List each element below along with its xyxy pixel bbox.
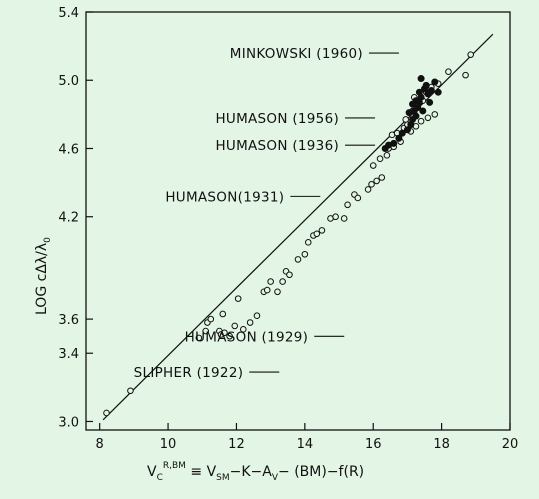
open-data-point: [226, 332, 233, 340]
filled-data-point: [390, 139, 398, 147]
open-data-point: [344, 201, 351, 209]
open-data-point: [378, 174, 386, 181]
axis-ticks-layer: 8 10 12 14 16 18 20 3.0 3.4 3.6 4.2 4.6 5.0 5.4: [58, 6, 518, 452]
annotation-label: HUMASON(1931): [165, 189, 284, 205]
open-data-point: [294, 256, 302, 263]
y-tick-label: 5.0: [58, 74, 79, 89]
open-data-point: [231, 322, 239, 330]
filled-data-point: [403, 126, 411, 134]
open-data-point: [467, 51, 474, 58]
open-data-point: [340, 215, 348, 222]
filled-data-point: [409, 100, 417, 108]
data-points-layer: [103, 51, 474, 417]
open-data-point: [221, 329, 228, 337]
plot-border: [85, 11, 511, 431]
open-data-point: [234, 295, 242, 302]
open-data-point: [239, 326, 247, 333]
open-data-point: [318, 227, 326, 234]
open-data-point: [364, 186, 372, 193]
x-tick-label: 20: [502, 437, 519, 452]
filled-data-point: [426, 98, 434, 106]
open-data-point: [383, 152, 391, 159]
x-axis-title: VCR,BM ≡ VSM−K−AV− (BM)−f(R): [147, 461, 364, 483]
fit-line-layer: [102, 33, 494, 421]
filled-data-point: [427, 86, 435, 94]
open-data-point: [368, 181, 375, 188]
annotations-layer: MINKOWSKI (1960) HUMASON (1956) HUMASON (1…: [134, 46, 399, 381]
filled-data-point: [405, 109, 413, 117]
open-data-point: [301, 250, 309, 258]
open-data-point: [103, 409, 110, 417]
x-tick-label: 8: [96, 437, 104, 452]
annotation-label: HUMASON (1956): [215, 111, 339, 127]
annotation-label: SLIPHER (1922): [134, 365, 244, 381]
open-data-point: [402, 116, 410, 123]
filled-data-point: [398, 129, 406, 137]
open-data-point: [445, 68, 452, 76]
open-data-point: [202, 327, 209, 335]
open-data-point: [431, 111, 439, 118]
x-tick-label: 16: [365, 437, 382, 452]
open-data-point: [219, 310, 227, 318]
open-data-point: [127, 387, 134, 395]
open-data-point: [462, 71, 469, 79]
open-data-point: [286, 271, 293, 279]
filled-data-point: [431, 78, 439, 86]
fit-line: [102, 33, 494, 421]
y-tick-label: 4.2: [58, 211, 79, 226]
open-data-point: [369, 162, 377, 169]
open-data-point: [279, 278, 286, 285]
open-data-point: [207, 315, 215, 323]
open-data-point: [417, 117, 425, 125]
open-data-point: [267, 278, 274, 285]
open-data-point: [424, 114, 432, 122]
filled-data-point: [417, 75, 425, 83]
annotation-label: MINKOWSKI (1960): [230, 46, 363, 62]
open-data-point: [263, 286, 271, 294]
filled-data-point: [419, 107, 427, 115]
open-data-point: [332, 213, 339, 221]
y-tick-label: 5.4: [58, 6, 79, 21]
open-data-point: [246, 319, 254, 326]
open-data-point: [274, 288, 281, 296]
y-tick-label: 3.6: [58, 313, 79, 328]
filled-data-point: [395, 134, 403, 142]
x-tick-label: 14: [297, 437, 314, 452]
filled-data-point: [415, 88, 423, 96]
open-data-point: [354, 194, 362, 202]
y-tick-label: 3.0: [58, 415, 79, 430]
filled-data-point: [434, 88, 442, 96]
annotation-label: HUMASON (1936): [215, 138, 339, 154]
open-data-point: [313, 230, 321, 238]
open-data-point: [376, 155, 384, 163]
open-data-point: [195, 334, 203, 342]
y-tick-label: 3.4: [58, 347, 79, 362]
open-data-point: [253, 312, 261, 319]
filled-data-point: [422, 81, 430, 89]
plot-frame: [85, 11, 511, 431]
x-tick-label: 18: [433, 437, 450, 452]
open-data-point: [304, 239, 312, 246]
annotation-label: HUMASON (1929): [185, 329, 309, 345]
open-data-point: [373, 177, 380, 185]
x-tick-label: 12: [228, 437, 245, 452]
y-axis-title: LOG cΔλ/λ0: [34, 237, 53, 315]
y-tick-label: 4.6: [58, 142, 79, 157]
x-tick-label: 10: [160, 437, 177, 452]
